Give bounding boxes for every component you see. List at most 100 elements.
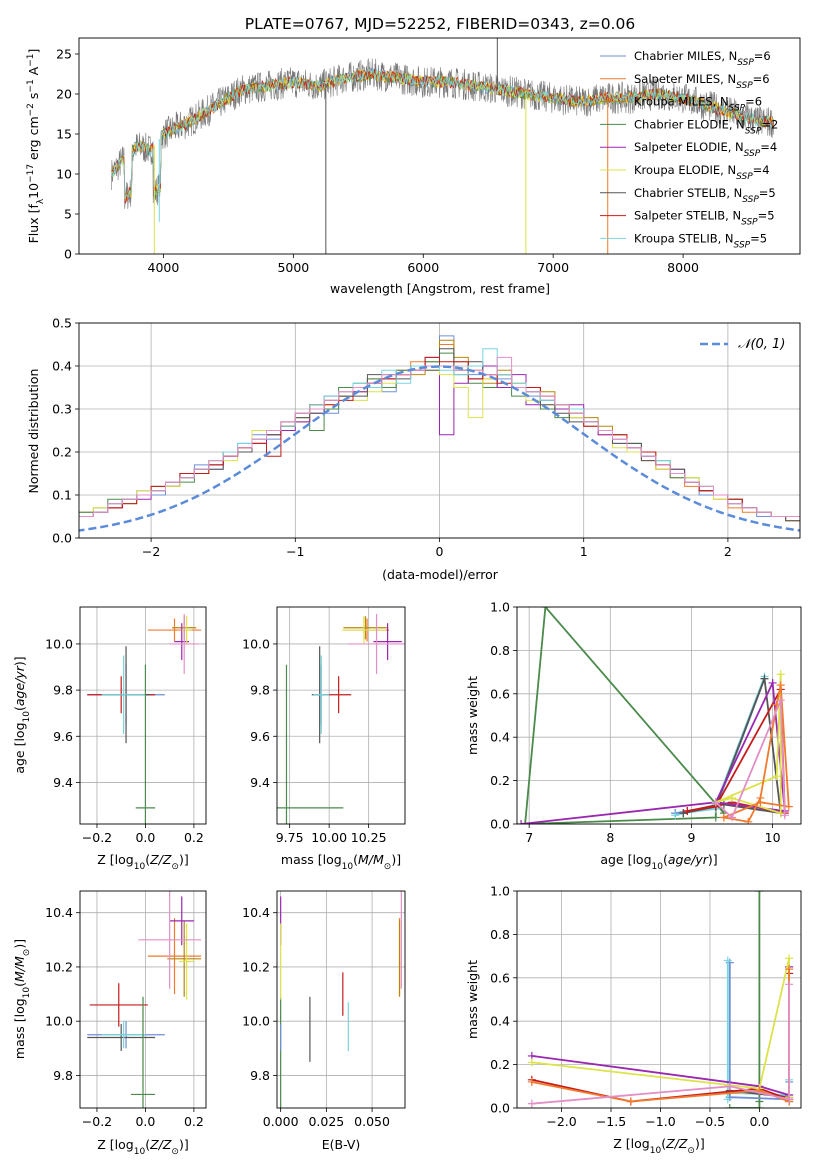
plot-frame [78, 37, 801, 255]
error-bar-point [147, 618, 202, 642]
x-tick-label: 7 [525, 830, 533, 845]
weight-marker [723, 956, 732, 965]
weight-series-line [531, 984, 790, 1105]
x-tick-label: 0.050 [354, 1114, 390, 1129]
error-bar-point [348, 613, 405, 674]
histogram-series-line [79, 365, 800, 522]
y-tick-label: 0.0 [52, 531, 72, 546]
weight-series-line [683, 678, 782, 815]
weight-marker [784, 802, 793, 811]
histogram-series-line [79, 335, 800, 526]
histogram-series-line [79, 356, 800, 522]
weight-marker [728, 813, 737, 822]
weight-marker [772, 772, 781, 781]
plot-frame [516, 606, 802, 825]
error-bar-point [89, 983, 148, 1027]
weight-marker [671, 811, 680, 820]
y-axis-label: mass weight [465, 960, 480, 1039]
x-tick-label: 9 [687, 830, 695, 845]
error-bar-point [277, 664, 344, 824]
weight-marker [755, 891, 764, 895]
y-axis-label: age [log10(age/yr)] [12, 656, 32, 773]
weight-marker [725, 1104, 734, 1108]
residual-histogram-panel: −2 −1 0 1 2 0.0 0.1 0.2 0.3 0.4 0.5 𝒩(0, 1) (data-mo… [26, 316, 801, 582]
y-axis-label: mass weight [465, 676, 480, 755]
legend-label: Kroupa MILES, NSSP=6 [634, 95, 762, 114]
y-tick-label: 9.8 [53, 1068, 73, 1083]
plot-area [517, 607, 793, 824]
error-bar-point [87, 1023, 156, 1052]
weight-marker [683, 806, 692, 815]
y-tick-label: 0.2 [490, 1057, 510, 1072]
weight-marker [776, 681, 785, 690]
y-tick-label: 10.0 [45, 636, 73, 651]
y-tick-label: 9.8 [53, 683, 73, 698]
x-axis-label: Z [log10(Z/Z⊙)] [613, 1136, 704, 1156]
x-tick-label: 0.0 [135, 1114, 155, 1129]
y-tick-label: 10.4 [45, 905, 73, 920]
weight-marker [725, 1082, 734, 1091]
weight-series-line [729, 891, 761, 1108]
weight-marker [785, 1095, 794, 1104]
normal-distribution-curve [79, 365, 800, 532]
weight-marker [728, 793, 737, 802]
error-bar-point [373, 623, 402, 661]
spectrum-panel: 4000 5000 6000 7000 8000 0 5 10 15 20 25 Chabrier M… [26, 37, 801, 296]
age-vs-mass-panel: 9.75 10.00 10.25 9.4 9.6 9.8 10.0 mass [log10(M… [242, 606, 406, 872]
y-tick-label: 1.0 [490, 600, 510, 615]
x-tick-label: 7000 [537, 260, 569, 275]
weight-marker [785, 980, 794, 989]
error-bar-point [325, 676, 352, 714]
mass-vs-metallicity-panel: −0.2 0.0 0.2 9.8 10.0 10.2 10.4 Z [log10(Z/Z⊙)]… [12, 890, 207, 1157]
y-tick-label: 10.2 [242, 959, 270, 974]
legend-label: 𝒩(0, 1) [738, 337, 785, 352]
weight-marker [756, 798, 765, 807]
mass-weight-vs-metallicity-panel: −2.0 −1.5 −1.0 −0.5 0.0 0.0 0.2 0.4 0.6 0.8 1.0 Z [… [465, 884, 802, 1156]
weight-marker [527, 1077, 536, 1086]
weight-marker [521, 820, 530, 824]
weight-marker [711, 813, 720, 822]
y-tick-label: 0.4 [52, 359, 72, 374]
legend-label: Salpeter ELODIE, NSSP=4 [634, 140, 777, 159]
x-tick-label: 0.000 [263, 1114, 299, 1129]
error-bar-point [169, 896, 194, 946]
plot-frame [276, 606, 406, 825]
error-bar-point [130, 996, 156, 1108]
error-bar-point [101, 1021, 146, 1049]
plot-area [79, 335, 800, 532]
x-tick-label: 10.00 [311, 830, 347, 845]
error-bar-point [138, 891, 202, 989]
weight-marker [719, 813, 728, 822]
y-tick-label: 20 [56, 87, 72, 102]
x-tick-label: 2 [724, 544, 732, 559]
x-tick-label: −0.2 [82, 830, 112, 845]
legend-label: Kroupa ELODIE, NSSP=4 [634, 163, 770, 182]
y-axis-label: Normed distribution [26, 369, 41, 494]
x-tick-label: 0.0 [749, 1114, 769, 1129]
weight-series-line [723, 684, 790, 823]
x-tick-label: 0.025 [308, 1114, 344, 1129]
y-tick-label: 0.4 [490, 1014, 510, 1029]
x-tick-label: 4000 [148, 260, 180, 275]
x-tick-label: −0.5 [695, 1114, 725, 1129]
x-axis-label: Z [log10(Z/Z⊙)] [97, 1137, 188, 1157]
legend-label: Chabrier ELODIE, NSSP=2 [634, 117, 778, 136]
y-tick-label: 9.6 [250, 729, 270, 744]
x-tick-label: −2 [142, 544, 160, 559]
plot-area [111, 38, 775, 254]
x-axis-label: mass [log10(M/M⊙)] [281, 852, 401, 872]
weight-marker [744, 817, 753, 824]
y-tick-label: 0.6 [490, 970, 510, 985]
x-axis-label: E(B-V) [322, 1137, 361, 1152]
y-tick-label: 0.8 [490, 643, 510, 658]
x-axis-label: Z [log10(Z/Z⊙)] [97, 852, 188, 872]
legend-label: Chabrier STELIB, NSSP=5 [634, 186, 776, 205]
y-tick-label: 0 [64, 247, 72, 262]
weight-marker [711, 798, 720, 807]
y-tick-label: 10.2 [45, 959, 73, 974]
y-tick-label: 0.6 [490, 686, 510, 701]
y-tick-label: 0.2 [490, 773, 510, 788]
plot-frame [276, 890, 406, 1109]
mass-vs-reddening-panel: 0.000 0.025 0.050 9.8 10.0 10.2 10.4 E(B-V) [242, 890, 406, 1152]
y-tick-label: 10.4 [242, 905, 270, 920]
